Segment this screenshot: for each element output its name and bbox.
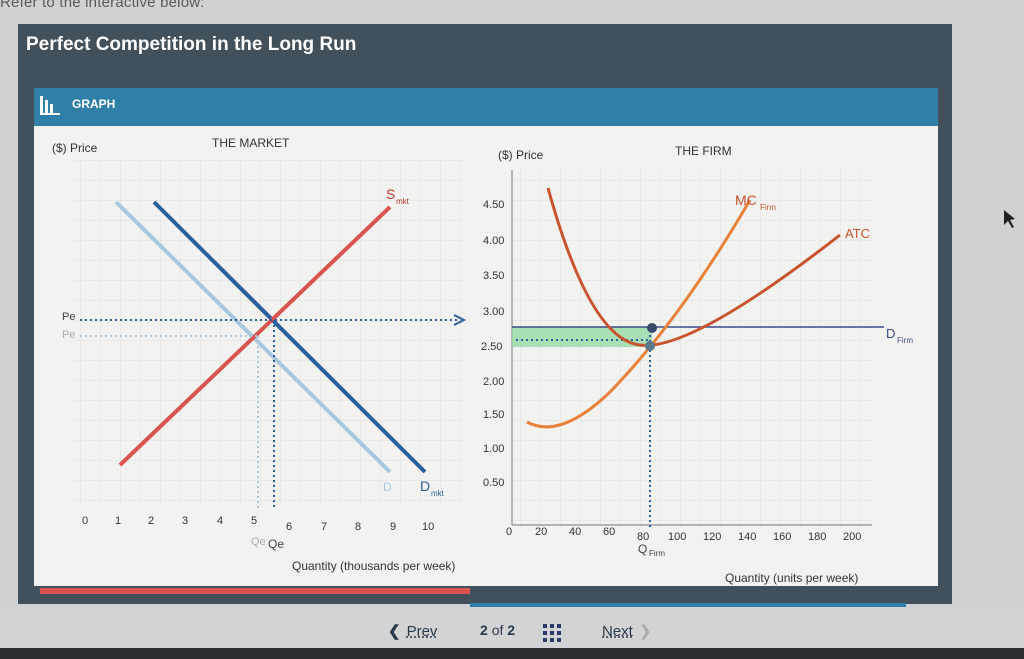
atc-curve[interactable] <box>546 187 841 347</box>
firm-q-label: Q <box>638 542 647 556</box>
firm-ytick: 2.50 <box>481 341 502 353</box>
firm-heading: THE FIRM <box>675 144 732 158</box>
firm-ytick: 3.50 <box>483 270 504 282</box>
firm-xtick: 120 <box>703 531 721 543</box>
demand-sub: mkt <box>431 489 445 498</box>
atc-label: ATC <box>845 226 870 241</box>
qty-label-qe-old: Qe <box>251 536 266 548</box>
nav-bottom-strip <box>0 648 1024 659</box>
next-button[interactable]: Next ❯ <box>602 622 651 640</box>
firm-xtick: 160 <box>773 531 791 543</box>
chevron-right-icon: ❯ <box>638 623 652 640</box>
firm-ytick: 2.00 <box>483 376 504 388</box>
firm-y-ticks: 4.50 4.00 3.50 3.00 2.50 2.00 1.50 1.00 … <box>481 199 504 489</box>
firm-ytick: 4.50 <box>483 199 504 211</box>
market-heading: THE MARKET <box>212 136 290 150</box>
bottom-blue-bar <box>470 603 906 607</box>
supply-sub: mkt <box>396 197 410 206</box>
market-xtick: 1 <box>115 515 121 527</box>
market-xtick: 4 <box>217 515 223 527</box>
market-xlabel: Quantity (thousands per week) <box>292 559 455 573</box>
demand-label: D <box>420 478 430 494</box>
firm-ytick: 1.50 <box>483 409 504 421</box>
market-xtick: 7 <box>321 521 327 533</box>
cursor-icon <box>1004 210 1015 228</box>
price-label-pe-old: Pe <box>62 329 75 341</box>
firm-plot <box>512 170 872 525</box>
market-ylabel: ($) Price <box>52 141 98 155</box>
mc-curve[interactable] <box>526 199 752 429</box>
graph-tab-bar[interactable] <box>34 88 938 126</box>
firm-ytick: 4.00 <box>483 235 504 247</box>
firm-xtick: 200 <box>843 531 861 543</box>
market-xtick: 10 <box>422 521 434 533</box>
market-xtick: 3 <box>182 515 188 527</box>
market-xtick: 0 <box>82 515 88 527</box>
market-xtick: 8 <box>355 521 361 533</box>
market-x-ticks: 0 1 2 3 4 5 6 7 8 9 10 <box>82 515 434 533</box>
refer-text: Refer to the interactive below: <box>0 0 205 11</box>
firm-xtick: 80 <box>637 531 649 543</box>
page-of: of <box>491 622 504 638</box>
prev-label: Prev <box>406 623 438 640</box>
page-title: Perfect Competition in the Long Run <box>26 34 357 55</box>
grid-icon[interactable] <box>543 624 561 642</box>
prev-button[interactable]: ❮ Prev <box>388 622 437 640</box>
page-current: 2 <box>480 622 488 638</box>
firm-xtick: 60 <box>603 526 615 538</box>
firm-ytick: 0.50 <box>483 477 504 489</box>
page-indicator: 2 of 2 <box>480 622 515 638</box>
price-label-pe: Pe <box>62 311 75 323</box>
firm-xtick: 140 <box>738 531 756 543</box>
page-total: 2 <box>507 622 516 638</box>
firm-demand-label: D <box>886 326 895 341</box>
qty-label-qe: Qe <box>268 537 284 551</box>
firm-demand-sub: Firm <box>897 336 913 345</box>
bottom-red-bar <box>40 588 470 594</box>
firm-ytick: 1.00 <box>483 443 504 455</box>
firm-xtick: 20 <box>535 526 547 538</box>
profit-area <box>512 327 652 347</box>
firm-point-demand[interactable] <box>647 323 657 333</box>
chevron-left-icon: ❮ <box>388 623 401 640</box>
market-xtick: 2 <box>148 515 154 527</box>
old-demand-label: D <box>383 480 392 494</box>
mc-label: MC <box>735 192 757 208</box>
firm-xlabel: Quantity (units per week) <box>725 571 858 585</box>
market-xtick: 6 <box>286 521 292 533</box>
firm-xtick: 0 <box>506 526 512 538</box>
firm-xtick: 180 <box>808 531 826 543</box>
firm-ylabel: ($) Price <box>498 148 544 162</box>
tab-graph[interactable]: GRAPH <box>72 97 116 111</box>
market-xtick: 5 <box>251 515 257 527</box>
next-label: Next <box>602 623 633 640</box>
firm-ytick: 3.00 <box>483 306 504 318</box>
arrow-right-icon <box>453 314 467 326</box>
market-xtick: 9 <box>390 521 396 533</box>
mc-sub: Firm <box>760 203 776 212</box>
firm-q-sub: Firm <box>649 549 665 558</box>
bar-chart-icon <box>40 96 60 115</box>
firm-xtick: 100 <box>668 531 686 543</box>
firm-x-ticks: 0 20 40 60 80 100 120 140 160 180 200 <box>506 526 861 543</box>
market-demand-curve[interactable] <box>152 200 427 474</box>
firm-xtick: 40 <box>569 526 581 538</box>
firm-point-atc[interactable] <box>645 341 655 351</box>
supply-label: S <box>386 186 395 202</box>
